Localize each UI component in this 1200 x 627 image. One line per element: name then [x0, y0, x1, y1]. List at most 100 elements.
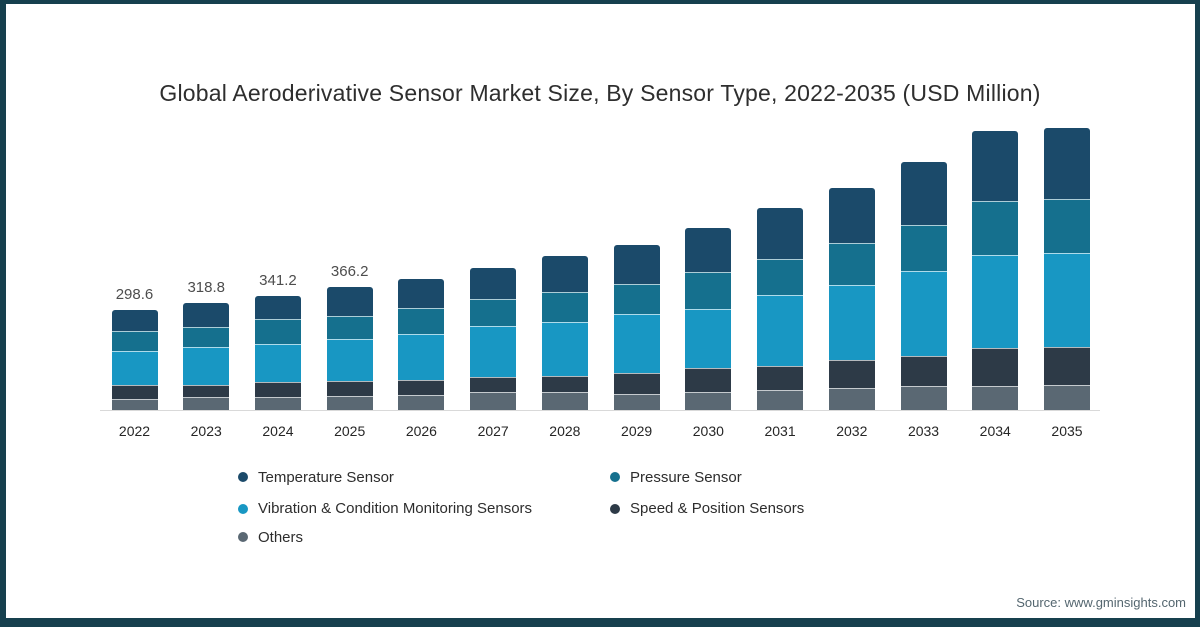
segment-pressure-sensor: [541, 292, 588, 322]
legend-label: Others: [258, 528, 304, 546]
bar-2024: [254, 295, 301, 410]
segment-temperature-sensor: [1043, 128, 1090, 200]
segment-pressure-sensor: [1043, 199, 1090, 253]
segment-others: [470, 392, 517, 410]
segment-pressure-sensor: [111, 330, 158, 352]
legend-item-vibration-condition-monitoring-sensors: Vibration & Condition Monitoring Sensors: [238, 499, 532, 519]
segment-vibration-condition-monitoring-sensors: [326, 338, 373, 381]
segment-temperature-sensor: [685, 227, 732, 273]
segment-vibration-condition-monitoring-sensors: [828, 285, 875, 360]
segment-speed-position-sensors: [828, 359, 875, 389]
segment-temperature-sensor: [254, 295, 301, 320]
segment-vibration-condition-monitoring-sensors: [398, 334, 445, 380]
bar-2035: [1043, 128, 1090, 410]
segment-others: [613, 394, 660, 410]
segment-temperature-sensor: [972, 130, 1019, 201]
segment-speed-position-sensors: [757, 366, 804, 391]
legend-item-temperature-sensor: Temperature Sensor: [238, 467, 394, 487]
segment-speed-position-sensors: [541, 376, 588, 392]
segment-temperature-sensor: [183, 303, 230, 328]
segment-speed-position-sensors: [613, 372, 660, 395]
segment-vibration-condition-monitoring-sensors: [541, 321, 588, 377]
segment-temperature-sensor: [111, 309, 158, 331]
segment-temperature-sensor: [470, 267, 517, 300]
x-axis-label-2023: 2023: [190, 423, 222, 439]
segment-others: [828, 388, 875, 410]
segment-vibration-condition-monitoring-sensors: [757, 295, 804, 367]
bar-2022: [111, 309, 158, 410]
chart-title: Global Aeroderivative Sensor Market Size…: [159, 80, 1041, 106]
legend-label: Vibration & Condition Monitoring Sensors: [258, 500, 533, 517]
segment-pressure-sensor: [183, 327, 230, 347]
segment-others: [757, 390, 804, 410]
legend-dot-icon: [610, 472, 620, 482]
x-axis-label-2031: 2031: [764, 423, 796, 439]
bar-2029: [613, 245, 660, 410]
segment-speed-position-sensors: [254, 382, 301, 397]
legend-label: Pressure Sensor: [630, 468, 742, 486]
segment-vibration-condition-monitoring-sensors: [900, 271, 947, 356]
frame-border-right: [1195, 0, 1200, 627]
legend-item-pressure-sensor: Pressure Sensor: [610, 467, 742, 487]
segment-pressure-sensor: [828, 242, 875, 286]
bar-2026: [398, 278, 445, 410]
segment-vibration-condition-monitoring-sensors: [254, 343, 301, 383]
bar-total-label-2025: 366.2: [330, 263, 369, 281]
frame-border-bottom: [0, 618, 1200, 627]
segment-others: [972, 385, 1019, 410]
segment-pressure-sensor: [972, 200, 1019, 255]
bar-2023: [183, 303, 230, 410]
segment-pressure-sensor: [900, 224, 947, 272]
segment-others: [398, 394, 445, 410]
bar-2033: [900, 161, 947, 410]
x-axis-label-2034: 2034: [979, 423, 1011, 439]
segment-others: [326, 395, 373, 410]
segment-others: [254, 397, 301, 410]
segment-others: [900, 386, 947, 410]
x-axis-label-2025: 2025: [334, 423, 366, 439]
segment-pressure-sensor: [254, 319, 301, 344]
segment-speed-position-sensors: [900, 355, 947, 387]
segment-pressure-sensor: [757, 258, 804, 296]
legend-item-speed-position-sensors: Speed & Position Sensors: [610, 499, 804, 519]
x-axis-label-2028: 2028: [549, 423, 581, 439]
segment-vibration-condition-monitoring-sensors: [685, 308, 732, 369]
segment-speed-position-sensors: [470, 377, 517, 393]
segment-speed-position-sensors: [111, 385, 158, 399]
segment-others: [111, 398, 158, 410]
x-axis-label-2022: 2022: [118, 423, 151, 439]
bar-2027: [470, 267, 517, 410]
segment-temperature-sensor: [757, 207, 804, 259]
source-link[interactable]: Source: www.gminsights.com: [1016, 595, 1186, 610]
segment-others: [183, 397, 230, 410]
legend-label: Temperature Sensor: [258, 468, 394, 486]
bar-2031: [757, 207, 804, 410]
x-axis-label-2029: 2029: [621, 423, 653, 439]
segment-speed-position-sensors: [326, 380, 373, 396]
segment-speed-position-sensors: [398, 379, 445, 395]
segment-others: [1043, 385, 1090, 410]
bar-2028: [541, 255, 588, 410]
bar-total-label-2022: 298.6: [115, 285, 154, 303]
segment-temperature-sensor: [541, 255, 588, 293]
segment-vibration-condition-monitoring-sensors: [972, 254, 1019, 349]
segment-vibration-condition-monitoring-sensors: [183, 346, 230, 386]
legend-dot-icon: [238, 503, 248, 514]
x-axis-label-2033: 2033: [907, 423, 940, 439]
segment-others: [685, 392, 732, 410]
segment-speed-position-sensors: [972, 348, 1019, 386]
segment-temperature-sensor: [326, 287, 373, 316]
frame-border-left: [0, 0, 6, 627]
segment-vibration-condition-monitoring-sensors: [111, 351, 158, 386]
segment-speed-position-sensors: [183, 385, 230, 398]
bar-total-label-2024: 341.2: [259, 271, 297, 289]
segment-others: [541, 391, 588, 410]
segment-vibration-condition-monitoring-sensors: [1043, 252, 1090, 348]
segment-pressure-sensor: [326, 315, 373, 339]
segment-temperature-sensor: [398, 278, 445, 308]
bar-2030: [685, 227, 732, 410]
frame-border-top: [0, 0, 1200, 4]
x-axis-label-2035: 2035: [1051, 423, 1083, 439]
